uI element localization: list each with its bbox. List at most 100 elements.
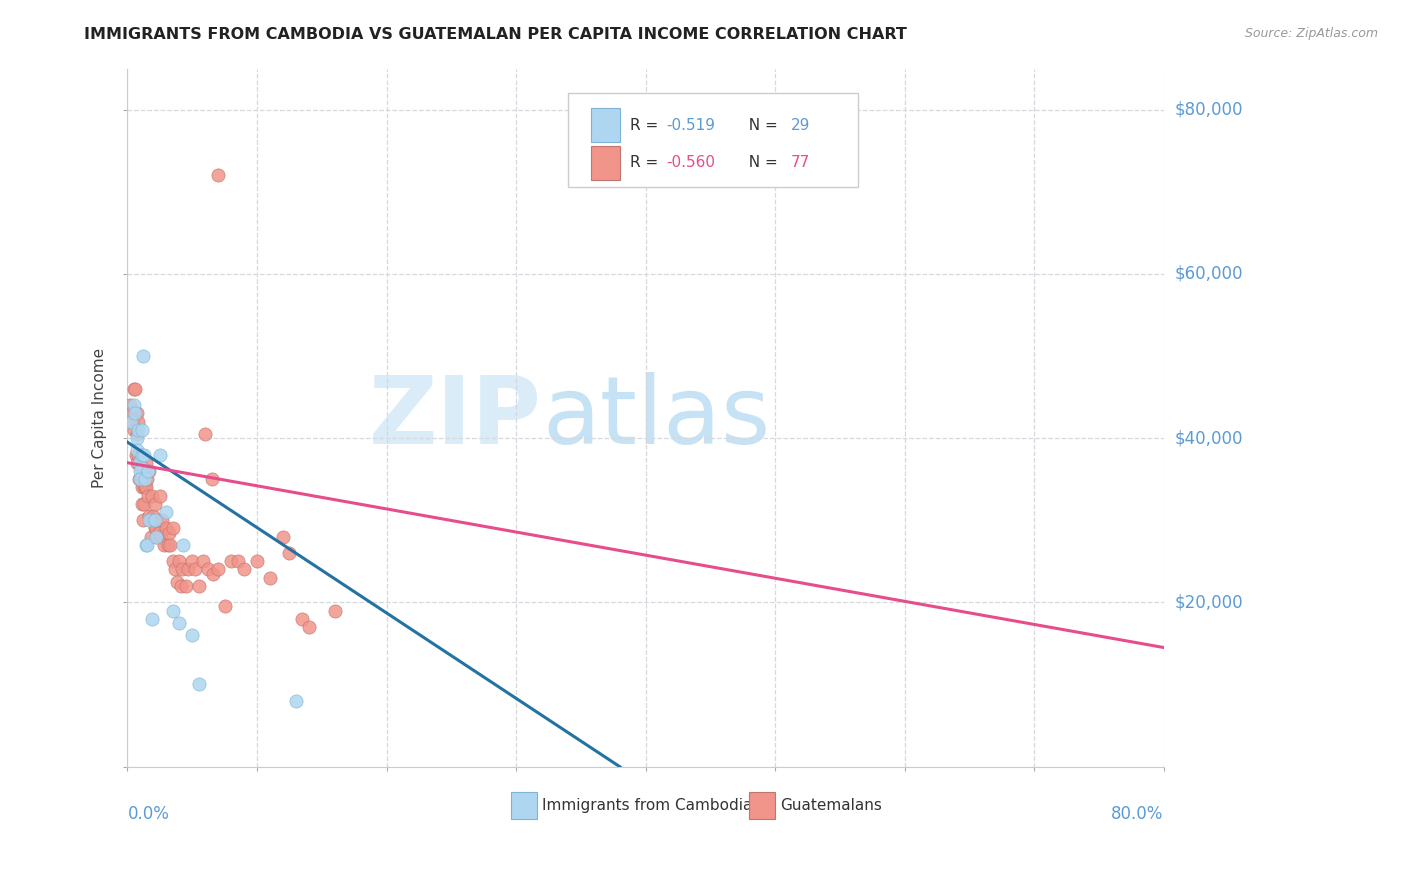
Point: [120, 407, 142, 421]
Point: [135, 538, 157, 552]
Point: [169, 554, 191, 568]
Point: [145, 521, 167, 535]
Point: [201, 472, 224, 486]
Point: [131, 480, 153, 494]
Point: [136, 489, 159, 503]
Point: [128, 459, 150, 474]
Text: 80.0%: 80.0%: [1111, 805, 1164, 823]
Point: [143, 521, 166, 535]
Text: Immigrants from Cambodia: Immigrants from Cambodia: [541, 798, 752, 814]
Point: [143, 497, 166, 511]
Text: IMMIGRANTS FROM CAMBODIA VS GUATEMALAN PER CAPITA INCOME CORRELATION CHART: IMMIGRANTS FROM CAMBODIA VS GUATEMALAN P…: [84, 27, 907, 42]
Point: [125, 431, 148, 445]
Point: [169, 579, 191, 593]
Point: [169, 615, 191, 630]
Point: [187, 579, 209, 593]
Point: [125, 443, 148, 458]
Point: [233, 562, 256, 576]
Text: 77: 77: [790, 155, 810, 170]
Point: [145, 530, 167, 544]
Point: [155, 521, 177, 535]
Point: [135, 472, 157, 486]
Point: [121, 415, 143, 429]
Point: [125, 448, 148, 462]
Point: [134, 448, 156, 462]
Point: [191, 554, 214, 568]
Point: [127, 456, 149, 470]
Point: [141, 612, 163, 626]
Point: [152, 513, 174, 527]
Point: [146, 530, 169, 544]
Point: [127, 448, 149, 462]
Text: -0.560: -0.560: [666, 155, 716, 170]
Point: [323, 603, 346, 617]
Text: $40,000: $40,000: [1175, 429, 1243, 447]
Point: [124, 382, 146, 396]
Point: [177, 562, 200, 576]
Text: Source: ZipAtlas.com: Source: ZipAtlas.com: [1244, 27, 1378, 40]
Point: [149, 489, 172, 503]
Point: [214, 599, 236, 614]
Point: [291, 612, 314, 626]
Point: [128, 456, 150, 470]
Point: [207, 169, 229, 183]
Text: N =: N =: [738, 155, 782, 170]
Point: [131, 448, 153, 462]
Text: $60,000: $60,000: [1175, 265, 1243, 283]
Point: [184, 562, 207, 576]
Point: [197, 562, 219, 576]
Point: [156, 538, 179, 552]
Point: [165, 562, 187, 576]
Point: [278, 546, 301, 560]
Point: [120, 415, 142, 429]
Point: [201, 566, 224, 581]
Text: atlas: atlas: [541, 372, 770, 464]
Point: [128, 472, 150, 486]
Point: [149, 448, 172, 462]
Point: [159, 538, 181, 552]
Point: [129, 472, 152, 486]
Bar: [591, 146, 620, 179]
Point: [155, 505, 177, 519]
Point: [284, 694, 307, 708]
Point: [134, 472, 156, 486]
Point: [136, 464, 159, 478]
Point: [259, 571, 281, 585]
Point: [162, 603, 184, 617]
Point: [127, 415, 149, 429]
Point: [125, 427, 148, 442]
Point: [170, 562, 193, 576]
Point: [122, 398, 145, 412]
Point: [135, 456, 157, 470]
Point: [132, 513, 155, 527]
Point: [152, 538, 174, 552]
Point: [181, 554, 204, 568]
Text: R =: R =: [630, 118, 664, 133]
Text: ZIP: ZIP: [368, 372, 541, 464]
Point: [142, 509, 165, 524]
Point: [134, 497, 156, 511]
Bar: [749, 792, 775, 819]
Point: [219, 554, 242, 568]
Point: [127, 423, 149, 437]
Point: [139, 513, 162, 527]
Text: Guatemalans: Guatemalans: [780, 798, 882, 814]
Point: [194, 427, 217, 442]
Point: [131, 497, 153, 511]
Point: [139, 530, 162, 544]
Point: [141, 489, 163, 503]
Point: [172, 538, 194, 552]
Point: [120, 398, 142, 412]
Point: [246, 554, 269, 568]
Point: [125, 407, 148, 421]
Text: 0.0%: 0.0%: [128, 805, 169, 823]
Point: [150, 530, 173, 544]
Point: [162, 521, 184, 535]
Point: [124, 407, 146, 421]
Point: [166, 574, 188, 589]
Text: 29: 29: [790, 118, 810, 133]
Text: $20,000: $20,000: [1175, 593, 1243, 611]
Point: [162, 554, 184, 568]
Point: [129, 472, 152, 486]
Point: [138, 509, 160, 524]
